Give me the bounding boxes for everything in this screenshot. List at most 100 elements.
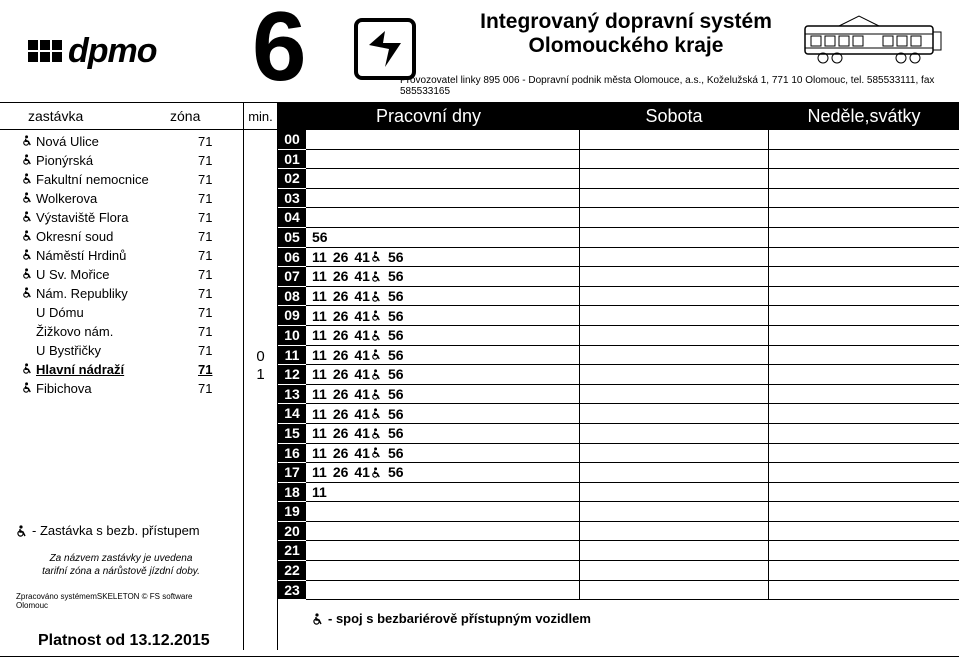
hour-label: 23 xyxy=(278,581,306,601)
departure-minute: 56 xyxy=(388,425,404,441)
hour-label: 20 xyxy=(278,522,306,542)
stop-zone: 71 xyxy=(198,381,212,396)
timetable-row: 04 xyxy=(278,208,959,228)
hour-label: 02 xyxy=(278,169,306,189)
ids-line1: Integrovaný dopravní systém xyxy=(436,10,816,34)
departures-cell-sat xyxy=(580,483,769,503)
departures-cell-work: 11264156 xyxy=(306,326,580,346)
departure-minute: 41 xyxy=(354,425,382,441)
departure-minute: 41 xyxy=(354,464,382,480)
departures-cell-sat xyxy=(580,346,769,366)
ids-title: Integrovaný dopravní systém Olomouckého … xyxy=(436,10,816,58)
departures-cell-sat xyxy=(580,169,769,189)
stop-row: Žižkovo nám.71 xyxy=(0,322,243,341)
departure-minute: 11 xyxy=(312,268,327,284)
hour-label: 16 xyxy=(278,444,306,464)
hour-label: 10 xyxy=(278,326,306,346)
timetable-grid: 0001020304055606112641560711264156081126… xyxy=(278,130,959,600)
stop-zone: 71 xyxy=(198,324,212,339)
departures-cell-work xyxy=(306,169,580,189)
header: dpmo 6 Integrovaný dopravní systém Olomo… xyxy=(0,0,959,102)
departure-minute: 26 xyxy=(333,308,349,324)
tram-icon xyxy=(803,14,943,66)
departures-cell-sun xyxy=(769,306,959,326)
stop-row: Okresní soud71 xyxy=(0,227,243,246)
stop-row: U Dómu71 xyxy=(0,303,243,322)
hour-label: 15 xyxy=(278,424,306,444)
departures-cell-sat xyxy=(580,130,769,150)
validity-date: Platnost od 13.12.2015 xyxy=(38,632,210,650)
departures-cell-work xyxy=(306,189,580,209)
col-header-min: min. xyxy=(244,102,278,130)
departures-cell-work xyxy=(306,502,580,522)
wheelchair-icon xyxy=(16,525,28,537)
departure-minute: 41 xyxy=(354,308,382,324)
departures-cell-sat xyxy=(580,287,769,307)
departures-cell-sun xyxy=(769,561,959,581)
timetable-row: 1611264156 xyxy=(278,444,959,464)
departures-cell-work: 11264156 xyxy=(306,306,580,326)
departures-cell-sat xyxy=(580,581,769,601)
departure-minute: 11 xyxy=(312,308,327,324)
departures-cell-sun xyxy=(769,385,959,405)
departure-minute: 56 xyxy=(312,229,328,245)
left-footer-notes: - Zastávka s bezb. přístupem Za názvem z… xyxy=(16,523,226,610)
timetable-row: 19 xyxy=(278,502,959,522)
timetable-row: 20 xyxy=(278,522,959,542)
timetable-row: 1111264156 xyxy=(278,346,959,366)
stop-zone: 71 xyxy=(198,305,212,320)
stop-zone: 71 xyxy=(198,286,212,301)
departure-minute: 26 xyxy=(333,347,349,363)
stop-row: Fakultní nemocnice71 xyxy=(0,170,243,189)
timetable-row: 22 xyxy=(278,561,959,581)
departures-cell-sun xyxy=(769,228,959,248)
footnote-software: Zpracováno systémemSKELETON © FS softwar… xyxy=(16,592,226,610)
departure-minute: 56 xyxy=(388,327,404,343)
departure-minute: 26 xyxy=(333,268,349,284)
min-offset: 0 xyxy=(256,348,264,366)
departures-cell-work: 11264156 xyxy=(306,267,580,287)
departure-minute: 26 xyxy=(333,406,349,422)
hour-label: 09 xyxy=(278,306,306,326)
departures-cell-sun xyxy=(769,189,959,209)
departure-minute: 41 xyxy=(354,347,382,363)
stop-row: Hlavní nádraží71 xyxy=(0,360,243,379)
departure-minute: 11 xyxy=(312,425,327,441)
departures-cell-sat xyxy=(580,444,769,464)
departures-cell-sun xyxy=(769,463,959,483)
wheelchair-icon xyxy=(22,191,36,206)
departures-cell-work: 11264156 xyxy=(306,248,580,268)
timetable-row: 1011264156 xyxy=(278,326,959,346)
departure-minute: 11 xyxy=(312,288,327,304)
hour-label: 13 xyxy=(278,385,306,405)
hour-label: 07 xyxy=(278,267,306,287)
footnote-line2: tarifní zóna a nárůstově jízdní doby. xyxy=(16,565,226,578)
stop-row: Výstaviště Flora71 xyxy=(0,208,243,227)
col-header-sunday: Neděle,svátky xyxy=(769,102,959,130)
col-header-stop: zastávka zóna xyxy=(0,102,244,130)
footnote-zone-explain: Za názvem zastávky je uvedena tarifní zó… xyxy=(16,552,226,578)
hour-label: 22 xyxy=(278,561,306,581)
departures-cell-sat xyxy=(580,424,769,444)
operator-info: Provozovatel linky 895 006 - Dopravní po… xyxy=(400,75,943,97)
hour-label: 18 xyxy=(278,483,306,503)
timetable-row: 02 xyxy=(278,169,959,189)
hour-label: 05 xyxy=(278,228,306,248)
timetable-row: 1311264156 xyxy=(278,385,959,405)
departure-minute: 11 xyxy=(312,347,327,363)
departures-cell-sun xyxy=(769,208,959,228)
departure-minute: 11 xyxy=(312,366,327,382)
hour-label: 14 xyxy=(278,404,306,424)
departures-cell-work xyxy=(306,522,580,542)
departures-cell-sat xyxy=(580,189,769,209)
hour-label: 21 xyxy=(278,541,306,561)
departures-cell-sun xyxy=(769,483,959,503)
departure-minute: 11 xyxy=(312,327,327,343)
hour-label: 04 xyxy=(278,208,306,228)
departure-minute: 26 xyxy=(333,366,349,382)
line-symbol-icon xyxy=(354,18,416,80)
departure-minute: 56 xyxy=(388,386,404,402)
timetable-row: 05 56 xyxy=(278,228,959,248)
departures-cell-sat xyxy=(580,150,769,170)
departures-cell-sat xyxy=(580,522,769,542)
